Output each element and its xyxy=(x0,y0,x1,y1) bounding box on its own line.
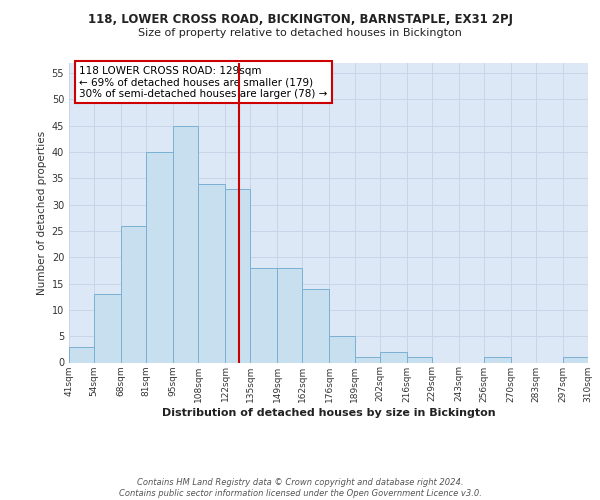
Bar xyxy=(380,352,407,362)
Bar xyxy=(302,289,329,362)
Bar xyxy=(484,357,511,362)
Text: 118 LOWER CROSS ROAD: 129sqm
← 69% of detached houses are smaller (179)
30% of s: 118 LOWER CROSS ROAD: 129sqm ← 69% of de… xyxy=(79,66,328,98)
Bar xyxy=(250,268,277,362)
Text: 118, LOWER CROSS ROAD, BICKINGTON, BARNSTAPLE, EX31 2PJ: 118, LOWER CROSS ROAD, BICKINGTON, BARNS… xyxy=(88,12,512,26)
Text: Contains HM Land Registry data © Crown copyright and database right 2024.
Contai: Contains HM Land Registry data © Crown c… xyxy=(119,478,481,498)
Bar xyxy=(121,226,146,362)
Bar xyxy=(94,294,121,362)
Bar xyxy=(198,184,225,362)
Bar xyxy=(329,336,355,362)
Text: Size of property relative to detached houses in Bickington: Size of property relative to detached ho… xyxy=(138,28,462,38)
Bar xyxy=(173,126,198,362)
Bar xyxy=(69,346,94,362)
Bar xyxy=(146,152,173,362)
Bar xyxy=(563,357,588,362)
Y-axis label: Number of detached properties: Number of detached properties xyxy=(37,130,47,294)
Bar xyxy=(225,189,250,362)
Text: Distribution of detached houses by size in Bickington: Distribution of detached houses by size … xyxy=(162,408,496,418)
Bar xyxy=(355,357,380,362)
Bar xyxy=(407,357,432,362)
Bar xyxy=(277,268,302,362)
